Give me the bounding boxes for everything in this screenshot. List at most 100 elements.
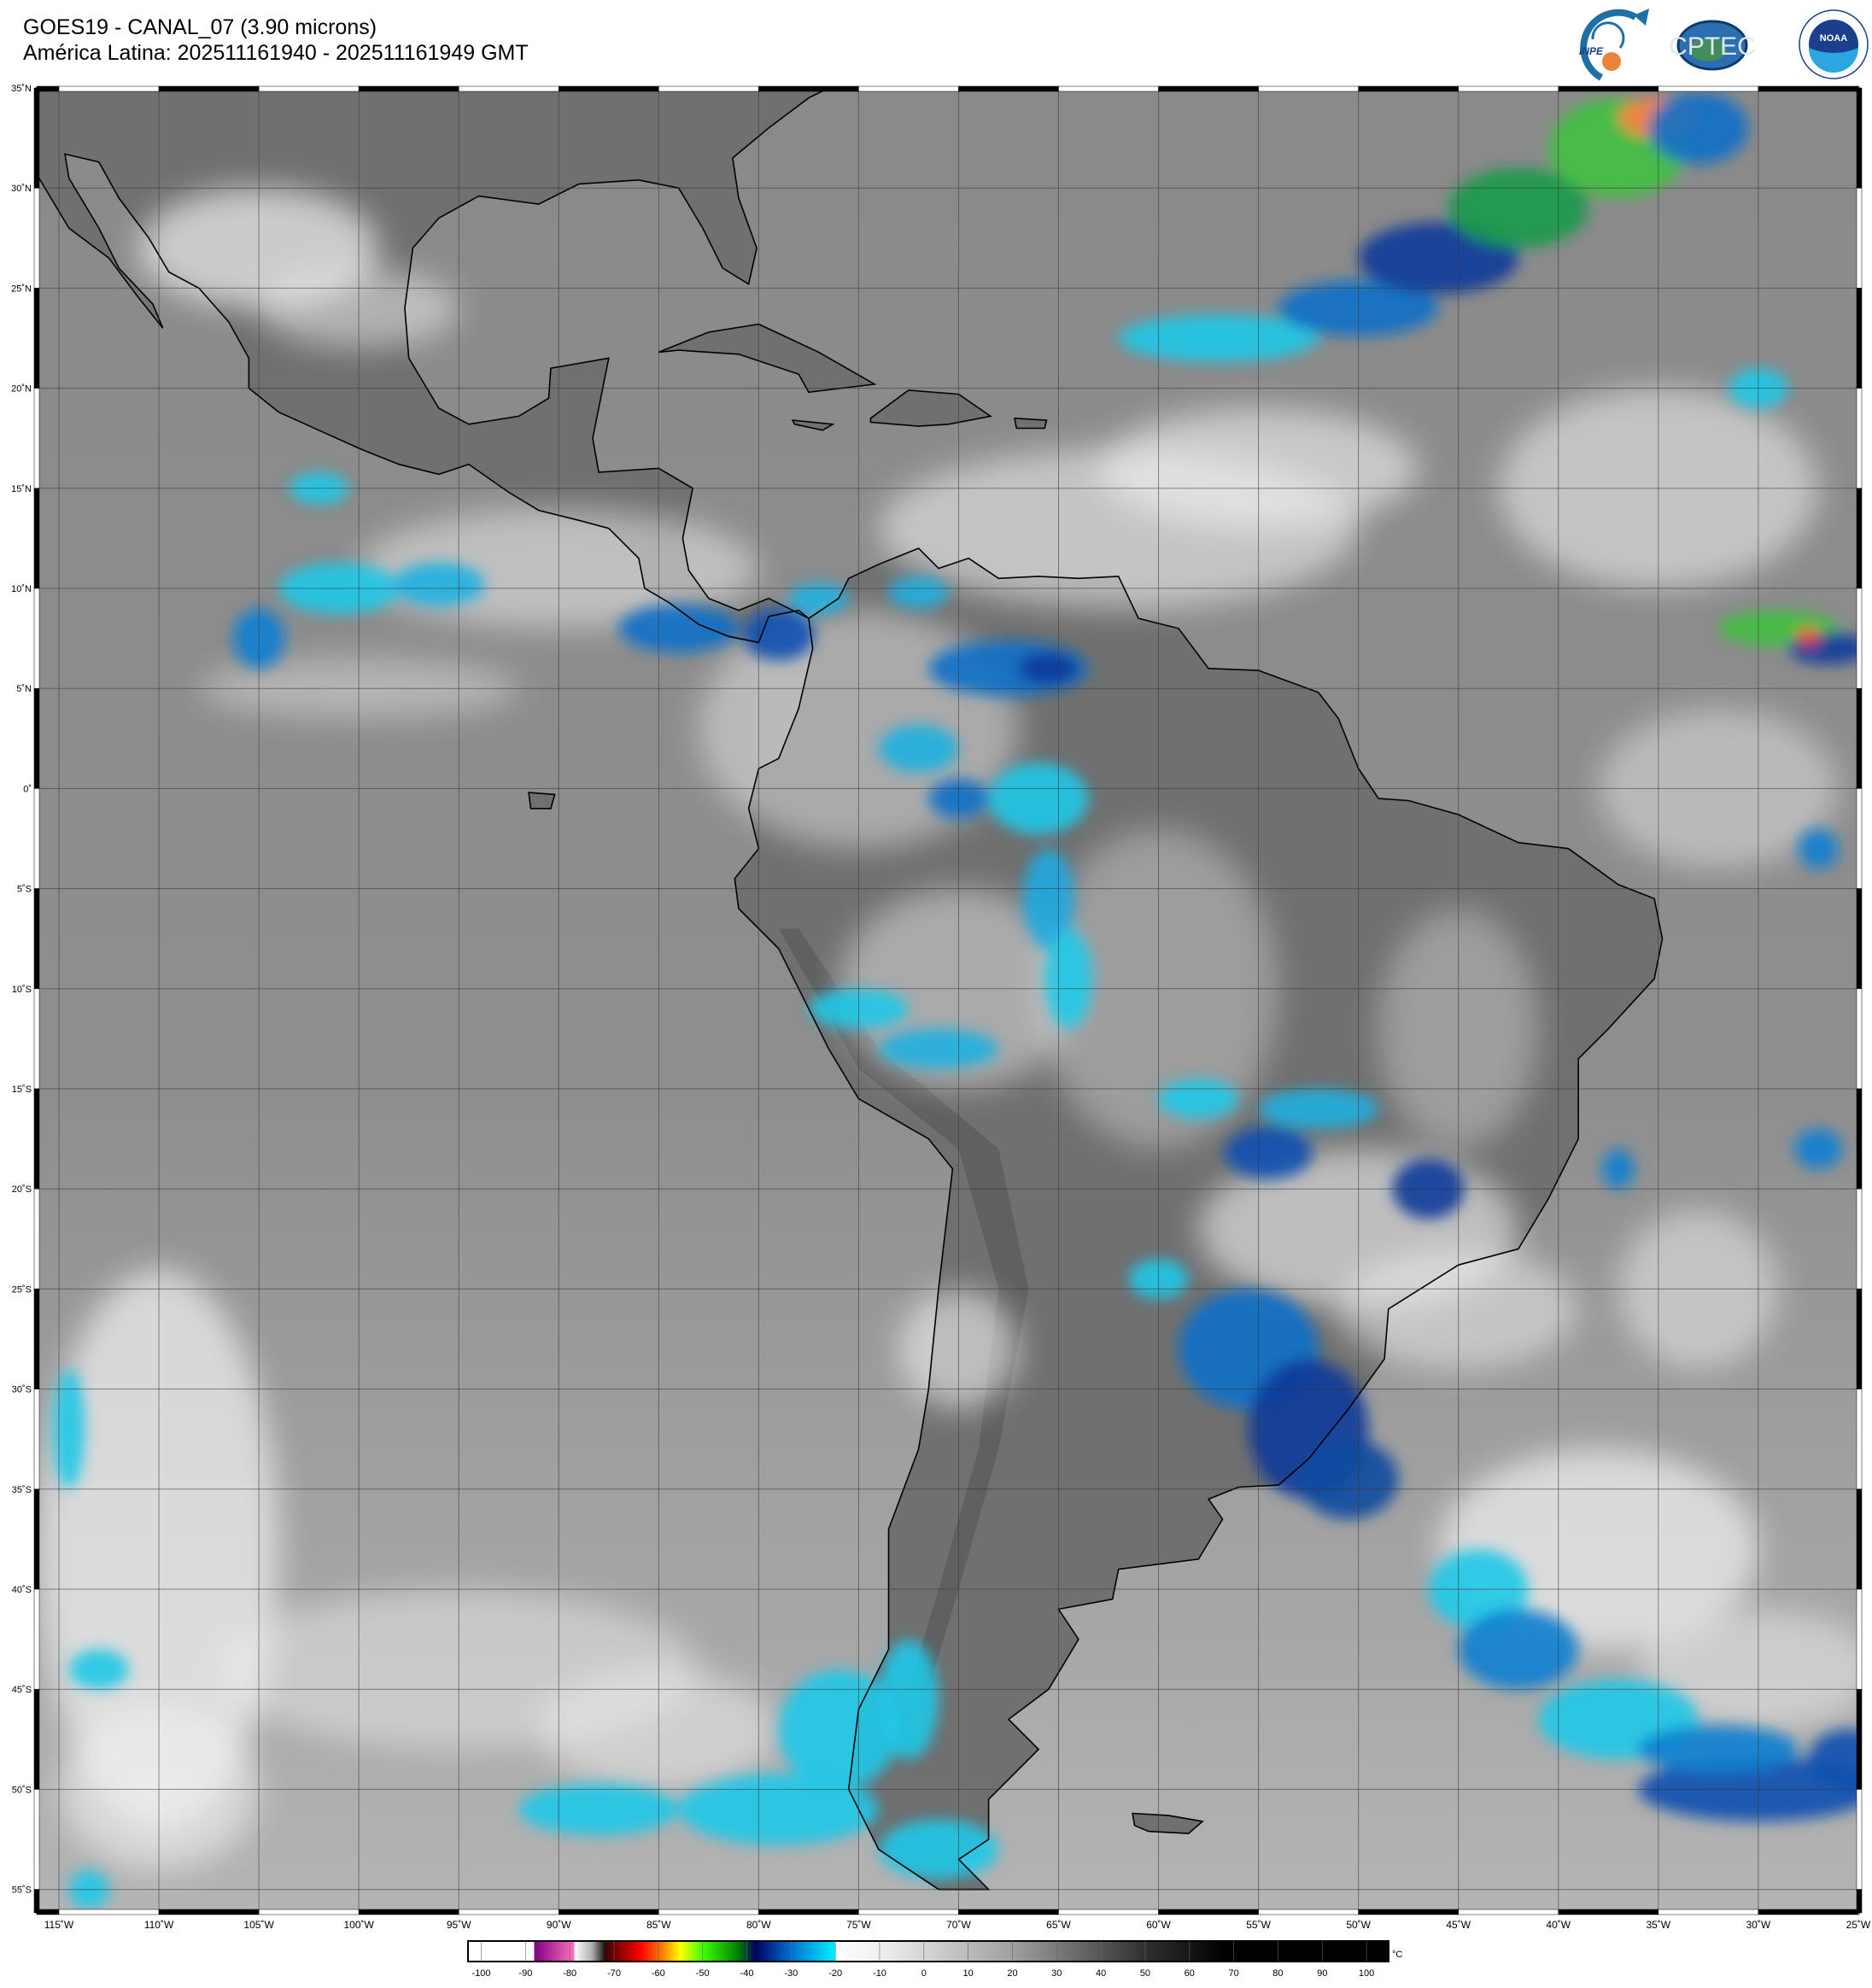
frame-segment [33,1688,40,1790]
jamaica-coastline [791,419,835,431]
colorbar-tick-label: 30 [1051,1968,1062,1979]
frame-segment [1856,488,1863,589]
frame-segment [1358,85,1459,92]
frame-segment [36,85,60,92]
frame-segment [33,1389,40,1490]
frame-segment [1856,1588,1863,1690]
frame-segment [1856,1088,1863,1190]
colorbar-tick-label: 100 [1359,1968,1374,1979]
frame-segment [1058,1909,1159,1915]
falklands-coastline [1132,1812,1204,1834]
longitude-label: 80˚W [746,1919,771,1931]
longitude-label: 75˚W [846,1919,871,1931]
cold-cloud-top [1798,828,1839,869]
frame-segment [1856,788,1863,889]
coastline-layer [37,88,1664,1891]
longitude-label: 100˚W [343,1919,374,1931]
longitude-label: 30˚W [1746,1919,1771,1931]
frame-segment [559,85,659,92]
galapagos-land [529,792,555,809]
frame-segment [1856,1389,1863,1490]
cold-cloud-top [1602,1149,1635,1190]
frame-segment [158,85,260,92]
colorbar-tick-label: 70 [1228,1968,1238,1979]
puerto-rico-land [1015,418,1047,429]
cold-cloud-top [1298,1439,1399,1519]
frame-segment [1758,85,1859,92]
colorbar-tick-label: 50 [1140,1968,1150,1979]
cuba-land [658,324,875,393]
latitude-labels: 35˚N 30˚N 25˚N 20˚N 15˚N 10˚N 5˚N 0˚ 5˚S 10˚S 15˚S… [11,84,32,1896]
colorbar-tick-label: -40 [740,1968,754,1979]
frame-segment [33,87,40,189]
frame-segment [1856,888,1863,990]
cold-cloud-top [888,576,949,609]
colorbar-ticks: -100 -90 -80 -70 -60 -50 -40 -30 -20 -10 0 10 20 30 40… [472,1941,1374,1979]
frame-segment [1158,85,1259,92]
latitude-label: 20˚N [11,384,32,395]
latitude-label: 10˚N [11,584,32,594]
frame-segment [1758,1909,1859,1915]
frame-segment [33,1789,40,1890]
cold-cloud-top [878,1819,999,1880]
longitude-label: 110˚W [144,1919,174,1931]
cold-cloud-top [1258,1089,1379,1129]
cold-cloud-top [1808,1729,1859,1790]
longitude-label: 45˚W [1446,1919,1471,1931]
longitude-label: 70˚W [946,1919,971,1931]
longitude-label: 105˚W [243,1919,274,1931]
colorbar-tick-label: -90 [518,1968,532,1979]
frame-segment [33,788,40,889]
cold-cloud-top [1044,928,1093,1029]
colorbar-unit: °C [1392,1950,1402,1960]
frame-segment [1158,1909,1259,1915]
longitude-label: 25˚W [1846,1919,1871,1931]
longitude-label: 65˚W [1046,1919,1071,1931]
longitude-label: 55˚W [1246,1919,1271,1931]
colorbar-tick-label: -20 [828,1968,842,1979]
latitude-label: 40˚S [12,1585,32,1595]
hispaniola-land [870,389,991,427]
frame-segment [458,85,559,92]
frame-segment [33,588,40,689]
latitude-label: 15˚N [11,484,32,494]
longitude-label: 40˚W [1546,1919,1571,1931]
latitude-label: 30˚S [12,1385,32,1395]
colorbar-tick-label: -10 [873,1968,886,1979]
latitude-label: 15˚S [12,1085,32,1095]
latitude-label: 0˚ [23,784,32,794]
frame-segment [1658,1909,1759,1915]
frame-segment [33,288,40,389]
latitude-label: 35˚N [11,84,32,94]
cold-cloud-top [1224,1126,1313,1179]
cold-cloud-top [1458,1609,1579,1690]
frame-segment [1856,988,1863,1090]
cold-cloud-top [788,582,849,615]
north-central-america-coastline [37,88,829,644]
colorbar-tick-label: -50 [696,1968,710,1979]
svg-text:NOAA: NOAA [1820,33,1847,44]
frame-segment [358,85,459,92]
cold-cloud-top [778,1669,899,1790]
frame-segment [33,988,40,1090]
longitude-label: 85˚W [646,1919,671,1931]
colorbar-tick-label: 20 [1007,1968,1017,1979]
south-america-coastline [734,547,1664,1891]
latitude-label: 45˚S [12,1685,32,1695]
colorbar-tick-label: 80 [1272,1968,1283,1979]
longitude-label: 50˚W [1346,1919,1371,1931]
cold-cloud-top [678,1773,879,1845]
frame-segment [1856,388,1863,489]
cold-cloud-top [1648,91,1749,164]
frame-segment [758,85,859,92]
cold-cloud-top [878,1639,939,1760]
latitude-label: 10˚S [12,985,32,995]
colorbar-tick-label: 90 [1317,1968,1327,1979]
cold-cloud-top [1158,1079,1239,1120]
longitude-label: 95˚W [447,1919,471,1931]
latitude-label: 25˚S [12,1284,32,1295]
colorbar-tick-label: -30 [784,1968,798,1979]
andes-shading [778,928,1029,1690]
cold-cloud-top [68,1649,129,1690]
